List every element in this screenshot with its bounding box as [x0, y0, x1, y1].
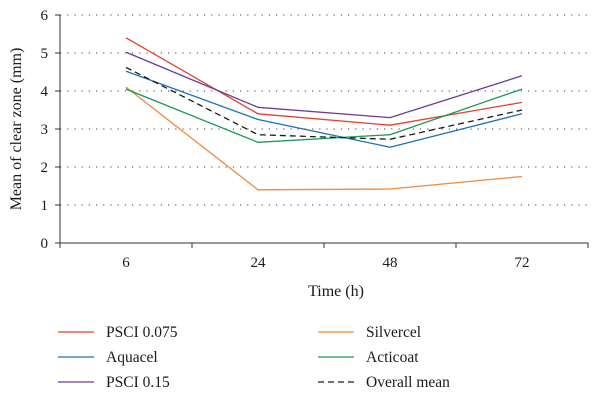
x-axis-ticks: 6 24 48 72 — [59, 243, 589, 271]
series-line — [125, 37, 523, 126]
series-line — [125, 88, 523, 143]
y-axis-ticks: 0 1 2 3 4 5 6 — [41, 8, 60, 252]
x-tick-label: 6 — [122, 255, 130, 271]
legend: PSCI 0.075 Silvercel Aquacel Acticoat PSCI 0… — [58, 324, 450, 391]
grid-lines — [60, 14, 588, 206]
series-line — [125, 70, 523, 148]
x-tick-label: 48 — [383, 255, 398, 271]
legend-label: Silvercel — [366, 324, 421, 341]
y-axis-title: Mean of clear zone (mm) — [8, 48, 25, 211]
y-tick-label: 1 — [41, 198, 49, 214]
y-tick-label: 2 — [41, 160, 49, 176]
y-tick-label: 5 — [41, 46, 49, 62]
y-tick-label: 4 — [41, 84, 49, 100]
series-line — [125, 51, 523, 119]
series-line — [125, 66, 523, 140]
legend-label: Aquacel — [106, 349, 158, 366]
x-axis-title: Time (h) — [308, 283, 364, 300]
series-lines — [125, 37, 523, 191]
legend-label: Overall mean — [366, 374, 450, 391]
x-tick-label: 24 — [251, 255, 267, 271]
x-tick-label: 72 — [515, 255, 530, 271]
legend-label: PSCI 0.15 — [106, 374, 170, 391]
y-tick-label: 3 — [41, 122, 49, 138]
y-tick-label: 0 — [41, 236, 49, 252]
legend-label: PSCI 0.075 — [106, 324, 178, 341]
legend-label: Acticoat — [366, 349, 419, 366]
series-line — [125, 86, 523, 191]
y-tick-label: 6 — [41, 8, 49, 24]
